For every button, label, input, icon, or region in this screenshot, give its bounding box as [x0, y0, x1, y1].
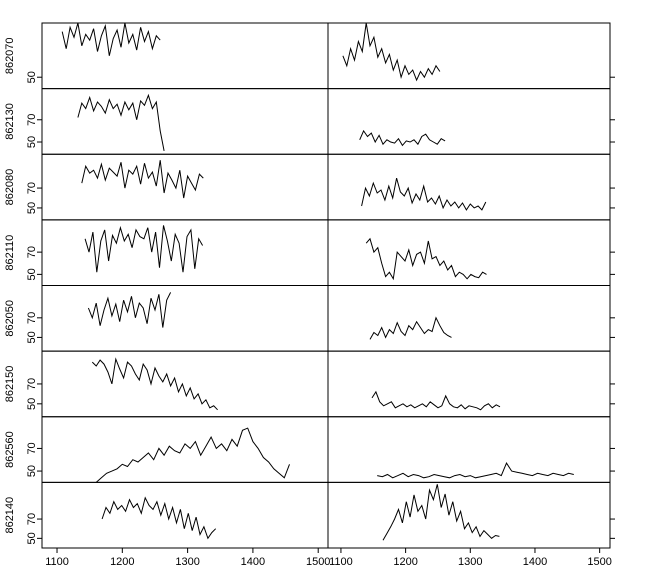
panel-label: 862070 [4, 37, 16, 74]
series-line [371, 390, 501, 411]
series-line [365, 237, 487, 281]
x-tick-label: 1200 [110, 556, 134, 568]
panel [41, 285, 329, 352]
y-tick-label: 70 [26, 378, 38, 390]
panel [327, 219, 611, 286]
panel [41, 416, 329, 483]
y-tick-label: 70 [26, 442, 38, 454]
panel [41, 88, 329, 155]
panel [327, 285, 611, 352]
y-tick-label: 50 [26, 202, 38, 214]
series-line [91, 357, 218, 411]
panel-label: 862050 [4, 300, 16, 337]
series-line [61, 22, 161, 56]
x-tick-label: 1300 [458, 556, 482, 568]
y-tick-label: 70 [26, 312, 38, 324]
x-tick-label: 1300 [175, 556, 199, 568]
x-tick-label: 1400 [241, 556, 265, 568]
panel-label: 862080 [4, 169, 16, 206]
x-tick-label: 1200 [393, 556, 417, 568]
panel-label: 862130 [4, 103, 16, 140]
panel [41, 481, 329, 549]
y-tick-label: 50 [26, 331, 38, 343]
panel [327, 350, 611, 418]
panel [327, 481, 611, 549]
series-line [87, 292, 172, 328]
series-line [77, 93, 165, 151]
x-tick-label: 1100 [45, 556, 69, 568]
y-tick-label: 70 [26, 182, 38, 194]
series-line [95, 427, 290, 483]
y-tick-label: 70 [26, 246, 38, 258]
y-tick-label: 50 [26, 71, 38, 83]
panel-label: 862560 [4, 431, 16, 468]
series-line [359, 129, 446, 147]
y-tick-label: 50 [26, 465, 38, 477]
y-tick-label: 50 [26, 136, 38, 148]
panel [41, 22, 329, 90]
panel [41, 153, 329, 221]
panel-label: 862140 [4, 497, 16, 534]
y-tick-label: 50 [26, 532, 38, 544]
x-tick-label: 1400 [523, 556, 547, 568]
panel [327, 416, 611, 483]
series-line [377, 462, 574, 479]
panel [41, 350, 329, 418]
x-tick-label: 1500 [587, 556, 611, 568]
series-line [361, 177, 487, 211]
panel [327, 153, 611, 221]
panel-label: 862110 [4, 235, 16, 271]
series-line [84, 225, 204, 273]
panel [327, 88, 611, 155]
series-line [101, 496, 217, 540]
y-tick-label: 70 [26, 513, 38, 525]
series-line [382, 484, 500, 541]
x-tick-label: 1500 [306, 556, 330, 568]
series-line [342, 22, 441, 82]
y-tick-label: 70 [26, 114, 38, 126]
series-line [369, 316, 452, 340]
series-line [81, 160, 204, 199]
panel [327, 22, 611, 90]
y-tick-label: 50 [26, 268, 38, 280]
x-tick-label: 1100 [329, 556, 353, 568]
y-tick-label: 50 [26, 398, 38, 410]
panel-label: 862150 [4, 366, 16, 403]
